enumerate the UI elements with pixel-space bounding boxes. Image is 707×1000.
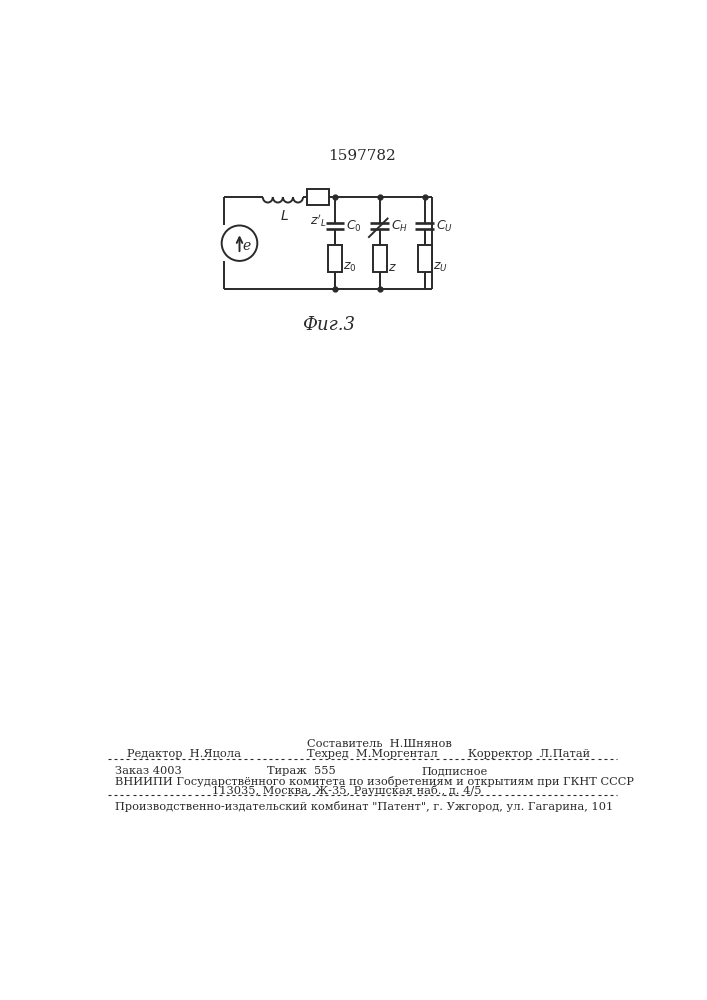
Text: 113035, Москва, Ж-35, Раушская наб., д. 4/5: 113035, Москва, Ж-35, Раушская наб., д. … bbox=[212, 785, 482, 796]
Text: Редактор  Н.Яцола: Редактор Н.Яцола bbox=[127, 749, 241, 759]
Text: Заказ 4003: Заказ 4003 bbox=[115, 766, 182, 776]
Text: $C_H$: $C_H$ bbox=[391, 219, 408, 234]
Bar bbox=[307, 189, 329, 205]
Bar bbox=[328, 245, 341, 272]
Text: Подписное: Подписное bbox=[421, 766, 488, 776]
Text: Корректор  Л.Патай: Корректор Л.Патай bbox=[468, 749, 590, 759]
Text: Составитель  Н.Шнянов: Составитель Н.Шнянов bbox=[307, 739, 452, 749]
Text: Тираж  555: Тираж 555 bbox=[267, 766, 335, 776]
Text: 1597782: 1597782 bbox=[328, 149, 396, 163]
Text: $C_0$: $C_0$ bbox=[346, 219, 361, 234]
Text: $z$: $z$ bbox=[388, 261, 397, 274]
Text: $z'_L$: $z'_L$ bbox=[310, 212, 326, 229]
Text: e: e bbox=[243, 239, 250, 253]
Bar bbox=[418, 245, 432, 272]
Text: $C_U$: $C_U$ bbox=[436, 219, 452, 234]
Text: $z_U$: $z_U$ bbox=[433, 261, 448, 274]
Text: Фиг.3: Фиг.3 bbox=[302, 316, 355, 334]
Bar bbox=[373, 245, 387, 272]
Text: ВНИИПИ Государствённого комитета по изобретениям и открытиям при ГКНТ СССР: ВНИИПИ Государствённого комитета по изоб… bbox=[115, 776, 633, 787]
Text: Техред  М.Моргентал: Техред М.Моргентал bbox=[307, 749, 438, 759]
Text: $z_0$: $z_0$ bbox=[344, 261, 357, 274]
Text: Производственно-издательский комбинат "Патент", г. Ужгород, ул. Гагарина, 101: Производственно-издательский комбинат "П… bbox=[115, 801, 613, 812]
Text: $L$: $L$ bbox=[280, 209, 289, 223]
